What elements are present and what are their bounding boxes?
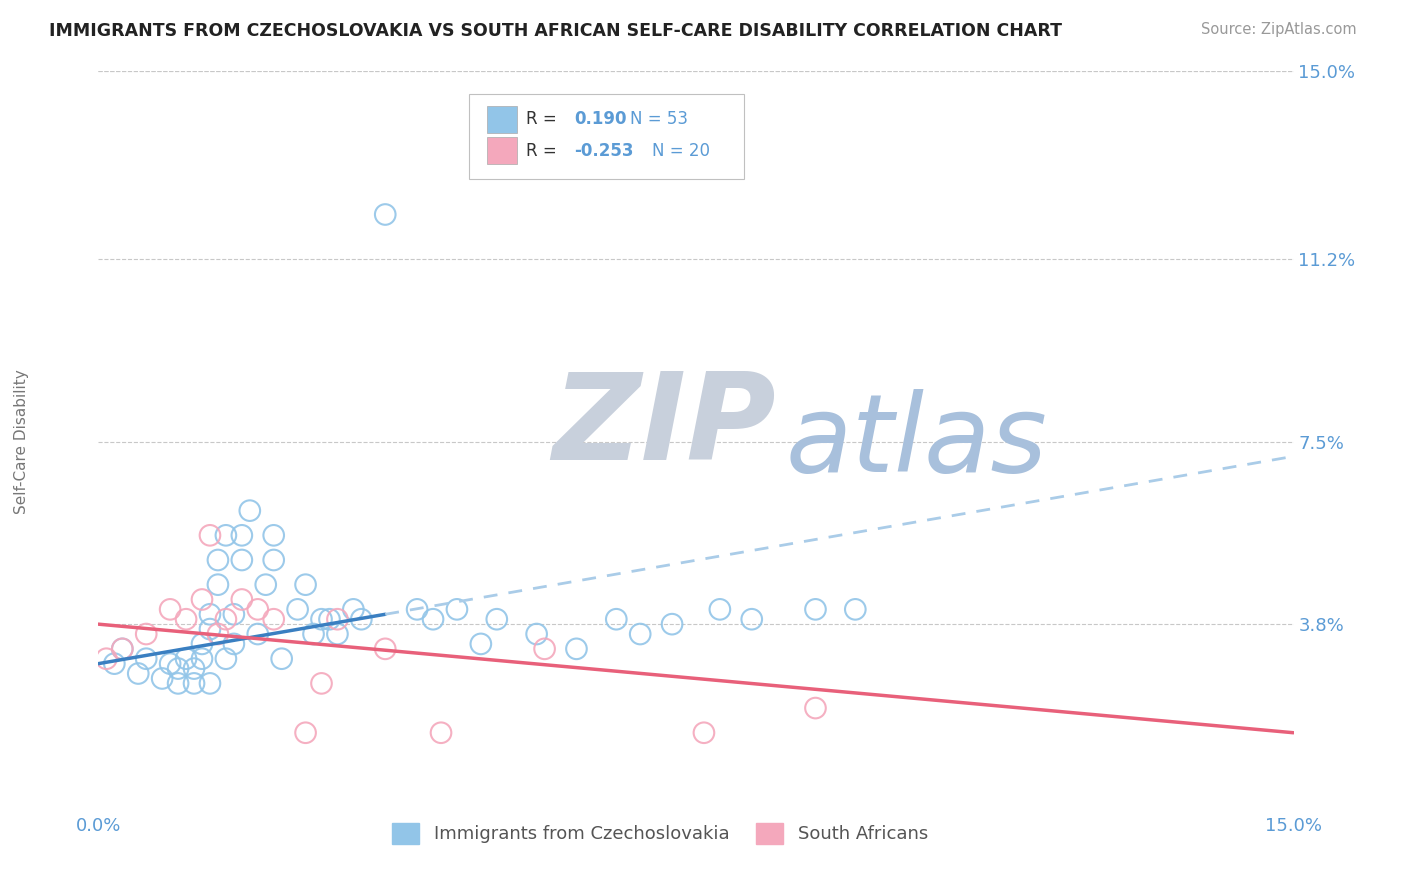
Point [430, 725, 453, 739]
Point [215, 612, 238, 626]
Legend: Immigrants from Czechoslovakia, South Africans: Immigrants from Czechoslovakia, South Af… [385, 815, 935, 851]
Point [422, 612, 444, 626]
Point [174, 612, 197, 626]
Point [263, 553, 285, 567]
Point [470, 637, 492, 651]
Point [302, 627, 325, 641]
Point [150, 672, 173, 686]
Point [533, 641, 555, 656]
Text: -0.253: -0.253 [574, 142, 634, 160]
Point [804, 602, 827, 616]
Point [207, 577, 229, 591]
Point [103, 657, 125, 671]
Point [804, 701, 827, 715]
Point [246, 627, 269, 641]
Point [222, 637, 245, 651]
Point [374, 207, 396, 221]
Text: atlas: atlas [786, 389, 1047, 494]
Point [159, 657, 181, 671]
Point [318, 612, 340, 626]
Point [198, 676, 221, 690]
Point [231, 592, 253, 607]
Point [342, 602, 364, 616]
Text: N = 53: N = 53 [630, 111, 689, 128]
Point [222, 607, 245, 622]
Point [215, 651, 238, 665]
Point [191, 637, 214, 651]
Point [311, 676, 333, 690]
Point [311, 612, 333, 626]
Point [628, 627, 651, 641]
Point [239, 503, 262, 517]
Point [96, 651, 118, 665]
Text: 0.190: 0.190 [574, 111, 627, 128]
Point [198, 622, 221, 636]
Point [350, 612, 373, 626]
Point [215, 528, 238, 542]
Point [326, 627, 349, 641]
Point [198, 528, 221, 542]
Point [231, 553, 253, 567]
Text: R =: R = [526, 142, 557, 160]
Point [198, 607, 221, 622]
Text: N = 20: N = 20 [652, 142, 710, 160]
Y-axis label: Self-Care Disability: Self-Care Disability [14, 369, 30, 514]
Text: ZIP: ZIP [553, 368, 776, 485]
Text: Source: ZipAtlas.com: Source: ZipAtlas.com [1201, 22, 1357, 37]
Point [263, 612, 285, 626]
Point [844, 602, 866, 616]
FancyBboxPatch shape [470, 94, 744, 178]
Point [446, 602, 468, 616]
Point [485, 612, 508, 626]
Point [183, 676, 205, 690]
Point [191, 592, 214, 607]
Point [294, 725, 316, 739]
FancyBboxPatch shape [486, 106, 517, 133]
Point [159, 602, 181, 616]
Point [565, 641, 588, 656]
Point [693, 725, 716, 739]
Point [294, 577, 316, 591]
Point [231, 528, 253, 542]
Point [191, 651, 214, 665]
Point [326, 612, 349, 626]
Point [207, 627, 229, 641]
Point [270, 651, 292, 665]
Point [287, 602, 309, 616]
FancyBboxPatch shape [486, 137, 517, 164]
Point [127, 666, 149, 681]
Point [741, 612, 763, 626]
Point [661, 617, 683, 632]
Point [135, 651, 157, 665]
Point [111, 641, 134, 656]
Point [406, 602, 429, 616]
Point [709, 602, 731, 616]
Point [167, 662, 190, 676]
Point [526, 627, 548, 641]
Point [111, 641, 134, 656]
Point [207, 553, 229, 567]
Text: IMMIGRANTS FROM CZECHOSLOVAKIA VS SOUTH AFRICAN SELF-CARE DISABILITY CORRELATION: IMMIGRANTS FROM CZECHOSLOVAKIA VS SOUTH … [49, 22, 1062, 40]
Point [174, 651, 197, 665]
Point [263, 528, 285, 542]
Point [374, 641, 396, 656]
Point [183, 662, 205, 676]
Point [254, 577, 277, 591]
Point [605, 612, 627, 626]
Point [135, 627, 157, 641]
Point [167, 676, 190, 690]
Point [246, 602, 269, 616]
Text: R =: R = [526, 111, 557, 128]
